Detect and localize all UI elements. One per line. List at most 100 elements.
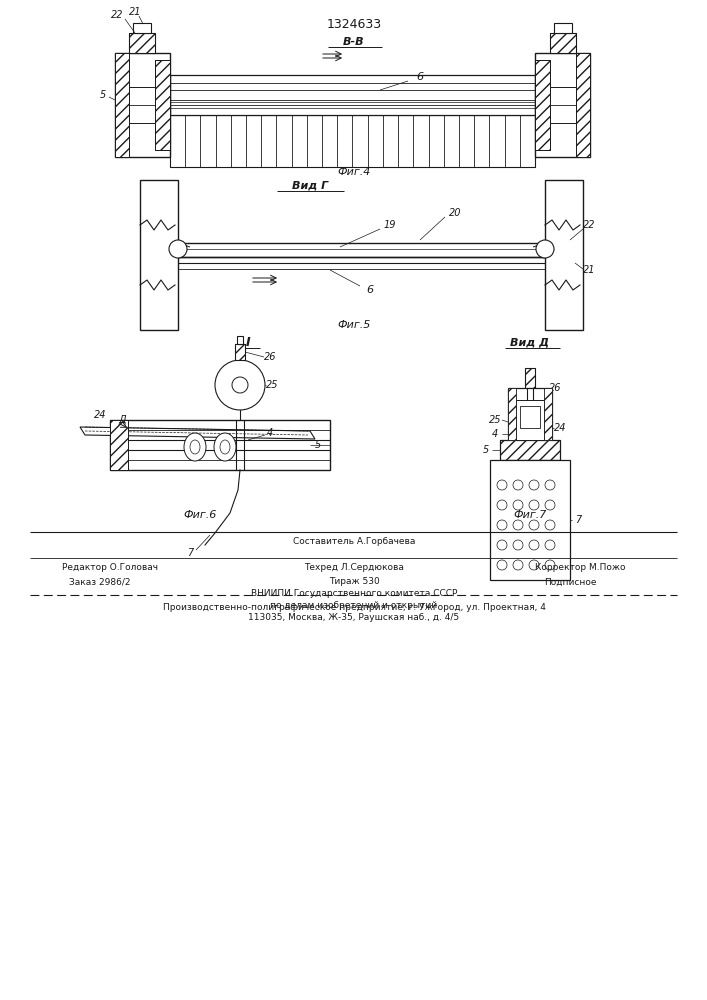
Text: Составитель А.Горбачева: Составитель А.Горбачева <box>293 538 415 546</box>
Bar <box>535 60 550 150</box>
Bar <box>237 336 243 344</box>
Circle shape <box>497 480 507 490</box>
Text: 5: 5 <box>100 90 106 100</box>
Text: 7: 7 <box>187 548 193 558</box>
Circle shape <box>545 500 555 510</box>
Bar <box>508 388 552 440</box>
Bar <box>516 400 544 440</box>
Circle shape <box>545 480 555 490</box>
Circle shape <box>545 540 555 550</box>
Text: по делам изобретений и открытий: по делам изобретений и открытий <box>271 601 438 610</box>
Text: Вид Д: Вид Д <box>510 337 549 347</box>
Text: Техред Л.Сердюкова: Техред Л.Сердюкова <box>304 564 404 572</box>
Text: 21: 21 <box>583 265 595 275</box>
Bar <box>550 87 576 123</box>
Text: Тираж 530: Тираж 530 <box>329 578 380 586</box>
Circle shape <box>232 377 248 393</box>
Text: 4: 4 <box>492 429 498 439</box>
Bar <box>129 33 155 53</box>
Bar <box>140 180 178 330</box>
Circle shape <box>169 240 187 258</box>
Text: 5: 5 <box>483 445 489 455</box>
Bar <box>525 368 535 388</box>
Bar <box>545 180 583 330</box>
Text: Д: Д <box>118 415 126 425</box>
Circle shape <box>513 500 523 510</box>
Circle shape <box>497 500 507 510</box>
Text: Фиг.4: Фиг.4 <box>337 167 370 177</box>
Bar <box>235 344 245 360</box>
Bar <box>500 440 560 460</box>
Circle shape <box>513 480 523 490</box>
Bar <box>115 53 129 157</box>
Text: 20: 20 <box>449 208 461 218</box>
Bar <box>535 60 550 150</box>
Text: 25: 25 <box>489 415 501 425</box>
Text: ВНИИПИ Государственного комитета СССР: ВНИИПИ Государственного комитета СССР <box>251 589 457 598</box>
Text: 26: 26 <box>264 352 276 362</box>
Text: 22: 22 <box>583 220 595 230</box>
Circle shape <box>529 480 539 490</box>
Text: Подписное: Подписное <box>544 578 596 586</box>
Circle shape <box>529 560 539 570</box>
Circle shape <box>215 360 265 410</box>
Bar <box>576 53 590 157</box>
Text: 7: 7 <box>575 515 581 525</box>
Bar <box>550 33 576 53</box>
Circle shape <box>545 560 555 570</box>
Text: Фиг.6: Фиг.6 <box>183 510 216 520</box>
Text: 22: 22 <box>111 10 123 20</box>
Bar <box>520 406 540 428</box>
Bar <box>508 388 516 440</box>
Text: Заказ 2986/2: Заказ 2986/2 <box>69 578 131 586</box>
Ellipse shape <box>220 440 230 454</box>
Text: 4: 4 <box>267 428 273 438</box>
Ellipse shape <box>184 433 206 461</box>
Text: 24: 24 <box>554 423 566 433</box>
Text: 21: 21 <box>129 7 141 17</box>
Bar <box>110 420 330 470</box>
Bar <box>178 243 545 257</box>
Text: 6: 6 <box>366 285 373 295</box>
Text: 24: 24 <box>94 410 106 420</box>
Bar <box>490 460 570 580</box>
Circle shape <box>497 560 507 570</box>
Circle shape <box>513 520 523 530</box>
Bar <box>554 23 572 33</box>
Text: Редактор О.Головач: Редактор О.Головач <box>62 564 158 572</box>
Bar <box>550 33 576 53</box>
Bar <box>110 420 128 470</box>
Text: Производственно-полиграфическое предприятие, г. Ужгород, ул. Проектная, 4: Производственно-полиграфическое предприя… <box>163 602 545 611</box>
Text: 26: 26 <box>549 383 561 393</box>
Circle shape <box>529 520 539 530</box>
Text: 113035, Москва, Ж-35, Раушская наб., д. 4/5: 113035, Москва, Ж-35, Раушская наб., д. … <box>248 613 460 622</box>
Bar <box>170 115 535 167</box>
Circle shape <box>497 520 507 530</box>
Text: I: I <box>246 336 250 349</box>
Text: 25: 25 <box>266 380 279 390</box>
Bar <box>235 344 245 360</box>
Text: Вид Г: Вид Г <box>292 181 328 191</box>
Bar <box>170 75 535 115</box>
Text: 5: 5 <box>315 440 321 450</box>
Text: 6: 6 <box>416 72 423 82</box>
Polygon shape <box>80 427 315 439</box>
Text: Фиг.5: Фиг.5 <box>337 320 370 330</box>
Bar <box>155 60 170 150</box>
Circle shape <box>529 540 539 550</box>
Circle shape <box>497 540 507 550</box>
Bar <box>544 388 552 440</box>
Bar <box>535 53 590 157</box>
Bar <box>129 33 155 53</box>
Ellipse shape <box>214 433 236 461</box>
Bar <box>115 53 170 157</box>
Text: 1324633: 1324633 <box>327 18 382 31</box>
Text: Фиг.7: Фиг.7 <box>513 510 547 520</box>
Ellipse shape <box>190 440 200 454</box>
Bar <box>527 388 533 408</box>
Circle shape <box>513 560 523 570</box>
Circle shape <box>513 540 523 550</box>
Text: Корректор М.Пожо: Корректор М.Пожо <box>534 564 625 572</box>
Bar <box>129 87 155 123</box>
Bar <box>500 440 560 460</box>
